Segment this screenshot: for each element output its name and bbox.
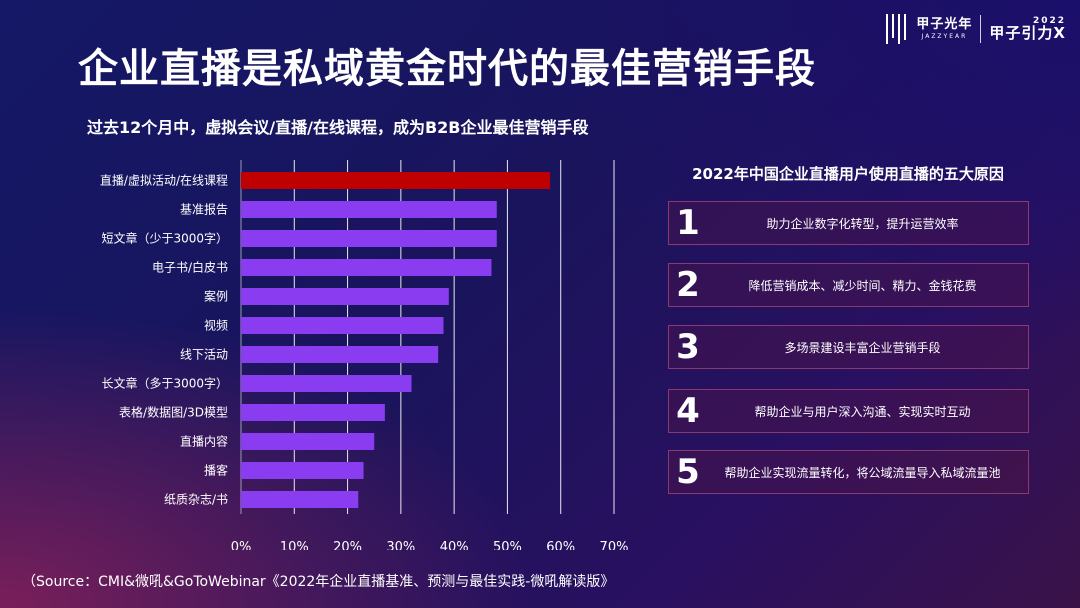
category-label: 视频 xyxy=(204,318,228,333)
reason-card-1: 1 助力企业数字化转型，提升运营效率 xyxy=(668,201,1029,245)
category-label: 播客 xyxy=(204,463,228,478)
event-name: 甲子引力X xyxy=(989,24,1066,42)
category-label: 纸质杂志/书 xyxy=(164,493,228,507)
category-label: 基准报告 xyxy=(180,202,228,217)
x-tick-label: 70% xyxy=(600,540,629,550)
brand-name-cn: 甲子光年 xyxy=(916,17,973,32)
page-title: 企业直播是私域黄金时代的最佳营销手段 xyxy=(78,46,816,92)
x-tick-label: 50% xyxy=(493,540,522,550)
brand-name-en: JAZZYEAR xyxy=(921,33,968,40)
logo-divider xyxy=(980,15,982,43)
bar xyxy=(241,288,449,305)
bar xyxy=(241,375,412,392)
bar xyxy=(241,172,551,189)
reason-number: 2 xyxy=(676,265,700,305)
source-citation: （Source：CMI&微吼&GoToWebinar《2022年企业直播基准、预… xyxy=(22,574,615,590)
reason-text: 降低营销成本、减少时间、精力、金钱花费 xyxy=(748,278,977,293)
reasons-title: 2022年中国企业直播用户使用直播的五大原因 xyxy=(692,165,1004,183)
category-label: 长文章（多于3000字） xyxy=(101,376,228,391)
category-label: 案例 xyxy=(204,289,228,304)
reason-number: 3 xyxy=(676,327,700,367)
x-tick-label: 60% xyxy=(546,540,575,550)
x-tick-label: 0% xyxy=(231,540,252,550)
brand-logo: 甲子光年 JAZZYEAR 2022 甲子引力X xyxy=(886,14,1066,44)
x-tick-label: 20% xyxy=(333,540,362,550)
bar xyxy=(241,462,364,479)
bar xyxy=(241,317,444,334)
category-label: 表格/数据图/3D模型 xyxy=(119,405,228,420)
category-label: 直播/虚拟活动/在线课程 xyxy=(100,173,228,188)
reason-text: 助力企业数字化转型，提升运营效率 xyxy=(766,216,959,231)
x-tick-label: 10% xyxy=(280,540,309,550)
bar xyxy=(241,230,497,247)
reason-text: 帮助企业实现流量转化，将公域流量导入私域流量池 xyxy=(724,465,1001,480)
reason-text: 多场景建设丰富企业营销手段 xyxy=(784,340,941,355)
logo-mark-icon xyxy=(886,14,908,44)
reason-card-5: 5 帮助企业实现流量转化，将公域流量导入私域流量池 xyxy=(668,450,1029,494)
bar xyxy=(241,433,375,450)
bar xyxy=(241,491,359,508)
reason-number: 1 xyxy=(676,203,700,243)
category-label: 短文章（少于3000字） xyxy=(101,231,228,246)
reason-number: 5 xyxy=(676,452,700,492)
x-tick-label: 30% xyxy=(386,540,415,550)
reason-card-3: 3 多场景建设丰富企业营销手段 xyxy=(668,325,1029,369)
event-year: 2022 xyxy=(1032,16,1066,26)
reason-card-2: 2 降低营销成本、减少时间、精力、金钱花费 xyxy=(668,263,1029,307)
bar xyxy=(241,346,439,363)
bar xyxy=(241,201,497,218)
bar xyxy=(241,259,492,276)
reason-card-4: 4 帮助企业与用户深入沟通、实现实时互动 xyxy=(668,389,1029,433)
bar xyxy=(241,404,385,421)
x-tick-label: 40% xyxy=(440,540,469,550)
category-label: 线下活动 xyxy=(180,348,228,362)
reason-number: 4 xyxy=(676,391,700,431)
reason-text: 帮助企业与用户深入沟通、实现实时互动 xyxy=(754,404,971,419)
category-label: 直播内容 xyxy=(180,434,228,449)
category-label: 电子书/白皮书 xyxy=(152,260,228,275)
chart-subtitle: 过去12个月中，虚拟会议/直播/在线课程，成为B2B企业最佳营销手段 xyxy=(87,118,589,137)
